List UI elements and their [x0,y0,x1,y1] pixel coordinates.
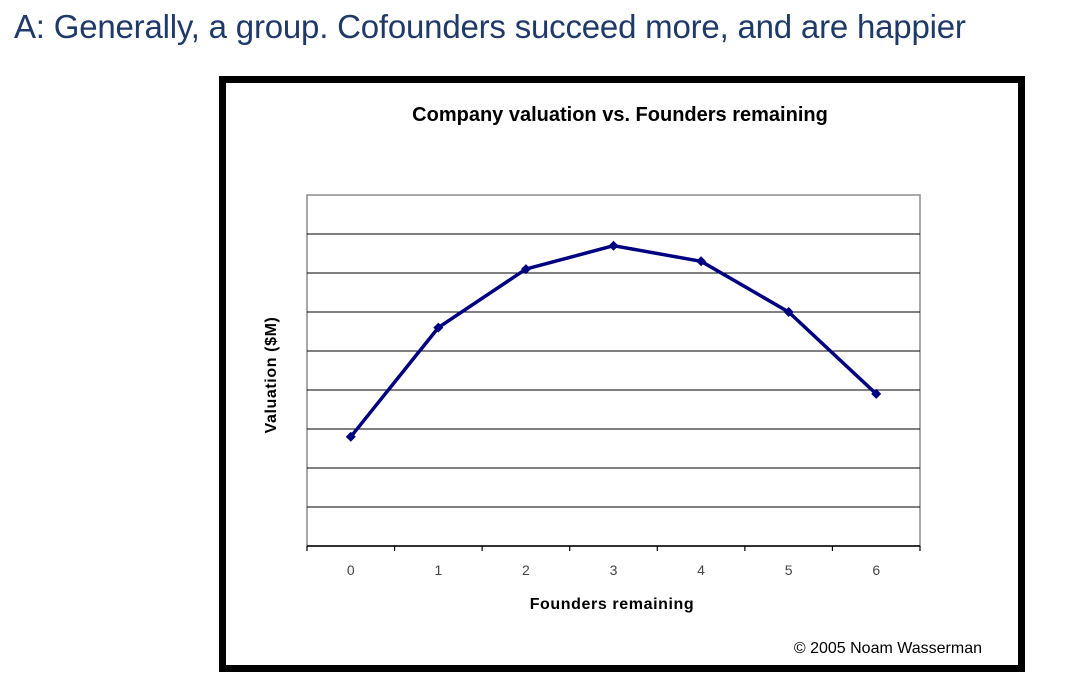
data-point [520,264,531,275]
gridlines [307,233,920,508]
x-axis-label: Founders remaining [530,596,695,613]
x-tick-label: 2 [522,562,530,578]
x-axis [306,545,921,551]
x-tick-label: 4 [697,562,705,578]
copyright-notice: © 2005 Noam Wasserman [794,640,982,657]
x-tick-label: 0 [347,562,355,578]
data-point [871,388,882,399]
page-headline: A: Generally, a group. Cofounders succee… [14,8,966,45]
x-tick-label: 5 [785,562,793,578]
x-tick-label: 3 [610,562,618,578]
data-point [433,322,444,333]
x-tick-label: 1 [434,562,442,578]
x-tick-labels: 0 1 2 3 4 5 6 [347,562,880,578]
data-point [696,256,707,267]
y-axis-label: Valuation ($M) [263,317,280,434]
plot-area [306,194,921,547]
x-tick-label: 6 [872,562,880,578]
data-point [608,240,619,251]
chart-title: Company valuation vs. Founders remaining [412,104,828,126]
data-point [345,431,356,442]
series-valuation [345,240,882,442]
data-point [783,307,794,317]
